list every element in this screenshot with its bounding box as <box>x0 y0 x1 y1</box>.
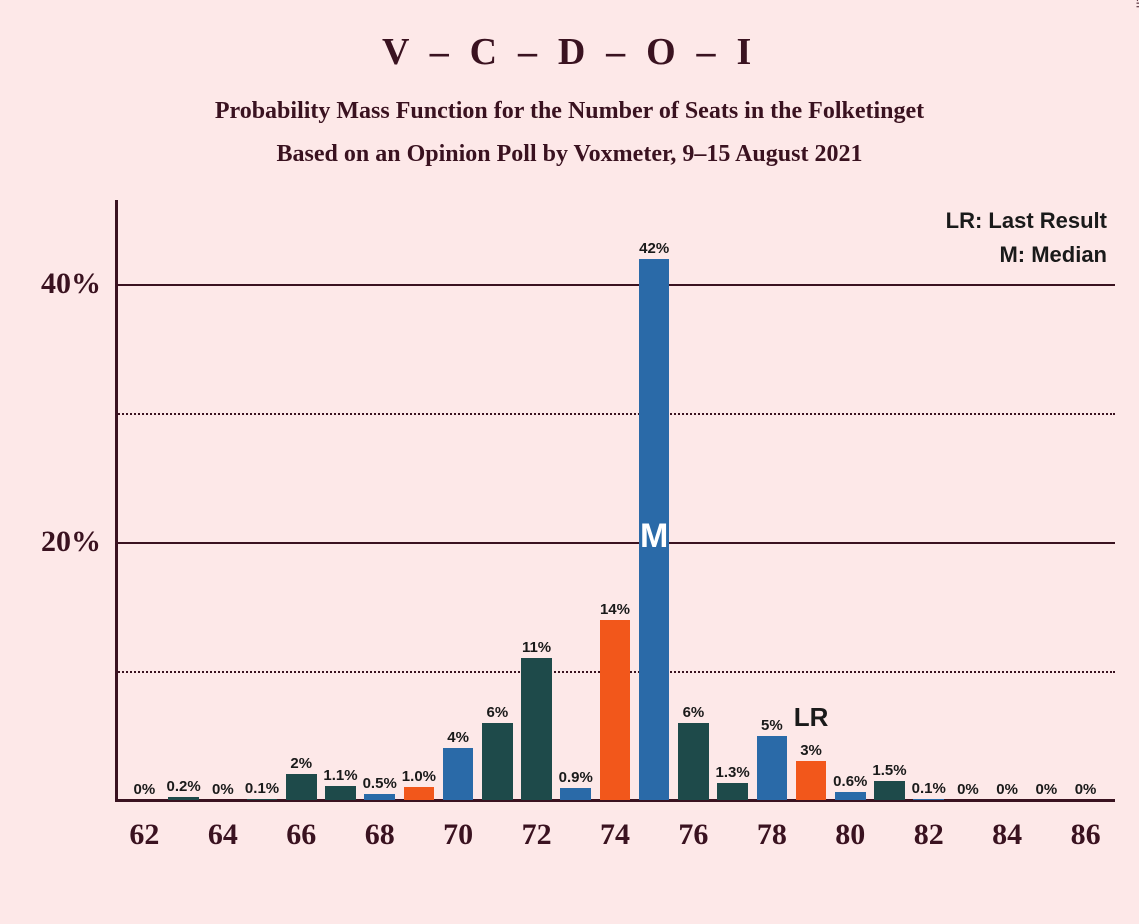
y-tick-label: 40% <box>41 267 115 301</box>
bar-value-label: 2% <box>290 755 312 774</box>
chart-subtitle-2: Based on an Opinion Poll by Voxmeter, 9–… <box>0 125 1139 168</box>
chart-subtitle-1: Probability Mass Function for the Number… <box>0 74 1139 125</box>
bar-value-label: 6% <box>683 704 705 723</box>
bar-value-label: 3% <box>800 742 822 761</box>
bar: 5% <box>757 736 788 800</box>
x-tick-label: 76 <box>678 800 708 852</box>
x-tick-label: 66 <box>286 800 316 852</box>
x-tick-label: 62 <box>129 800 159 852</box>
x-tick-label: 72 <box>522 800 552 852</box>
legend-lr: LR: Last Result <box>946 208 1107 234</box>
x-tick-label: 84 <box>992 800 1022 852</box>
bar: 1.3% <box>717 783 748 800</box>
last-result-marker: LR <box>794 702 829 733</box>
copyright-text: © 2021 Filip van Laenen <box>1133 0 1139 8</box>
bar-value-label: 11% <box>522 639 551 658</box>
bar: 0.1% <box>247 799 278 800</box>
bar-value-label: 6% <box>486 704 508 723</box>
gridline-major <box>115 284 1115 286</box>
bar-value-label: 0% <box>957 781 979 800</box>
bar: 6% <box>678 723 709 800</box>
bar-value-label: 0% <box>1075 781 1097 800</box>
chart-plot-area: 20%40%626466687072747678808284860%0.2%0%… <box>115 220 1115 800</box>
bar: 0.2% <box>168 797 199 800</box>
bar-value-label: 0.5% <box>363 775 397 794</box>
legend-m: M: Median <box>999 242 1107 268</box>
bar-value-label: 42% <box>639 240 669 259</box>
bar-value-label: 1.3% <box>716 764 750 783</box>
y-axis <box>115 200 118 800</box>
gridline-minor <box>115 413 1115 415</box>
bar: 11% <box>521 658 552 800</box>
bar-value-label: 14% <box>600 601 630 620</box>
x-tick-label: 78 <box>757 800 787 852</box>
bar: 42%M <box>639 259 670 800</box>
bar-value-label: 5% <box>761 717 783 736</box>
bar: 0.1% <box>913 799 944 800</box>
median-marker: M <box>640 517 668 556</box>
bar-value-label: 0% <box>212 781 234 800</box>
bar-value-label: 0.6% <box>833 773 867 792</box>
x-tick-label: 82 <box>914 800 944 852</box>
bar: 0.9% <box>560 788 591 800</box>
bar-value-label: 1.1% <box>323 767 357 786</box>
bar: 1.0% <box>404 787 435 800</box>
bar: 14% <box>600 620 631 800</box>
bar-value-label: 1.0% <box>402 768 436 787</box>
bar: 0.5% <box>364 794 395 800</box>
y-tick-label: 20% <box>41 525 115 559</box>
bar: 1.1% <box>325 786 356 800</box>
bar: 1.5% <box>874 781 905 800</box>
bar-value-label: 0% <box>996 781 1018 800</box>
bar-value-label: 0% <box>1036 781 1058 800</box>
x-tick-label: 70 <box>443 800 473 852</box>
bar: 3%LR <box>796 761 827 800</box>
bar-value-label: 4% <box>447 729 469 748</box>
bar-value-label: 0.2% <box>167 778 201 797</box>
x-tick-label: 80 <box>835 800 865 852</box>
x-tick-label: 68 <box>365 800 395 852</box>
x-tick-label: 86 <box>1071 800 1101 852</box>
bar-value-label: 0.1% <box>912 780 946 799</box>
bar: 0.6% <box>835 792 866 800</box>
bar-value-label: 0% <box>134 781 156 800</box>
bar: 4% <box>443 748 474 800</box>
chart-title: V – C – D – O – I <box>0 0 1139 74</box>
bar-value-label: 0.1% <box>245 780 279 799</box>
bar-value-label: 1.5% <box>872 762 906 781</box>
bar: 6% <box>482 723 513 800</box>
bar-value-label: 0.9% <box>559 769 593 788</box>
x-tick-label: 74 <box>600 800 630 852</box>
x-tick-label: 64 <box>208 800 238 852</box>
bar: 2% <box>286 774 317 800</box>
gridline-major <box>115 542 1115 544</box>
